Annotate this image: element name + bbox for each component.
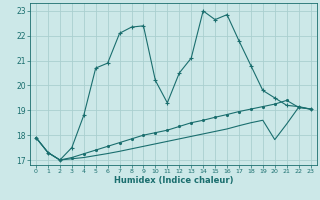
X-axis label: Humidex (Indice chaleur): Humidex (Indice chaleur) bbox=[114, 176, 233, 185]
